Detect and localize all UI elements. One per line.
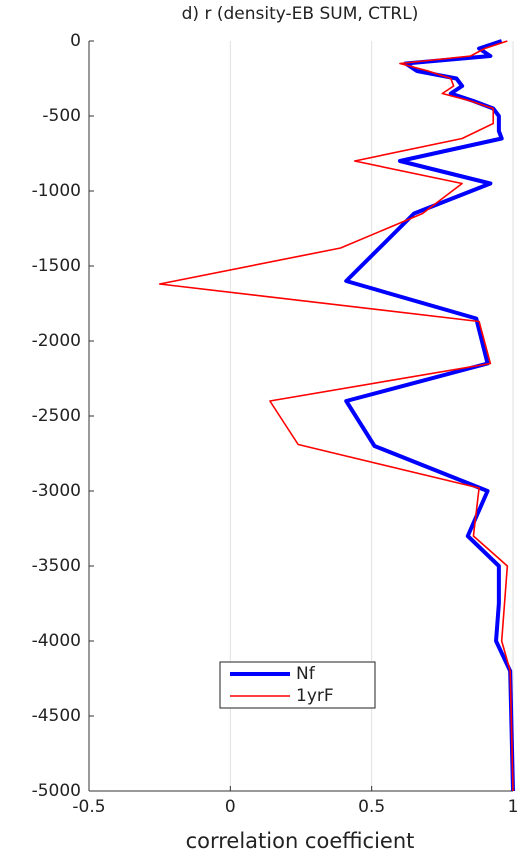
y-tick-label: -3500 [32, 556, 81, 576]
y-tick-label: -5000 [32, 781, 81, 801]
y-tick-label: -1000 [32, 181, 81, 201]
x-tick-label: -0.5 [72, 797, 105, 817]
legend-box [219, 661, 376, 709]
legend-label: 1yrF [296, 686, 334, 706]
y-tick-label: -2000 [32, 331, 81, 351]
chart-title: d) r (density-EB SUM, CTRL) [182, 4, 419, 24]
y-tick-label: -4000 [32, 631, 81, 651]
y-tick-label: 0 [70, 31, 81, 51]
legend-label: Nf [296, 664, 316, 684]
x-tick-label: 0 [225, 797, 236, 817]
x-axis-label: correlation coefficient [186, 829, 415, 853]
y-tick-label: -2500 [32, 406, 81, 426]
y-tick-label: -500 [42, 106, 81, 126]
y-tick-label: -4500 [32, 706, 81, 726]
y-tick-label: -1500 [32, 256, 81, 276]
x-tick-label: 0.5 [358, 797, 385, 817]
x-tick-label: 1 [508, 797, 518, 817]
series-line [158, 40, 514, 792]
y-tick-label: -3000 [32, 481, 81, 501]
